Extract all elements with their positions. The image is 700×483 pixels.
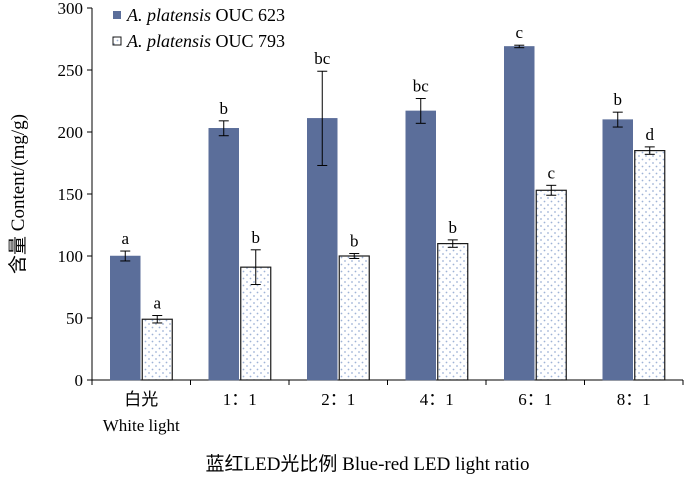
labels-layer: 0 50 100 150 200 250 300 白光 White light a a 1：1 b b 2：…	[7, 0, 655, 475]
y-tick-label: 0	[75, 371, 84, 390]
y-tick-label: 200	[58, 123, 84, 142]
bar-ouc793	[338, 255, 370, 381]
legend-label-strain: OUC 623	[211, 5, 285, 25]
x-category-label: 1：1	[223, 390, 257, 409]
bar-ouc623	[504, 46, 535, 381]
legend-label-species: A. platensis	[126, 31, 211, 51]
bar-ouc623	[208, 128, 239, 381]
y-tick-label: 300	[58, 0, 84, 18]
x-category-label: 4：1	[420, 390, 454, 409]
legend-label-species: A. platensis	[126, 5, 211, 25]
significance-label: a	[121, 229, 129, 248]
significance-label: c	[547, 163, 555, 182]
x-category-label: 8：1	[617, 390, 651, 409]
bar-ouc623	[602, 119, 633, 381]
y-tick-label: 250	[58, 61, 84, 80]
legend-label: A. platensis OUC 793	[126, 31, 285, 51]
significance-label: a	[153, 294, 161, 313]
x-category-label: 白光	[124, 390, 158, 409]
bars-layer	[110, 44, 666, 381]
y-tick-label: 100	[58, 247, 84, 266]
significance-label: b	[252, 228, 261, 247]
significance-label: d	[646, 125, 655, 144]
significance-label: bc	[314, 49, 331, 68]
x-category-label: 6：1	[518, 390, 552, 409]
bar-ouc793	[437, 243, 469, 381]
legend-label-strain: OUC 793	[211, 31, 285, 51]
bar-ouc623	[110, 255, 141, 381]
significance-label: b	[220, 99, 229, 118]
significance-label: b	[614, 90, 623, 109]
significance-label: bc	[413, 77, 430, 96]
y-tick-label: 50	[66, 309, 83, 328]
y-tick-label: 150	[58, 185, 84, 204]
significance-label: b	[449, 218, 458, 237]
x-axis-title: 蓝红LED光比例 Blue-red LED light ratio	[206, 453, 530, 475]
significance-label: b	[350, 232, 359, 251]
legend-swatch-ouc623	[113, 11, 121, 19]
bar-ouc793	[634, 150, 666, 381]
legend-swatch-ouc793	[112, 36, 122, 46]
legend-label: A. platensis OUC 623	[126, 5, 285, 25]
bar-ouc793	[141, 318, 173, 381]
x-category-sublabel: White light	[103, 416, 180, 435]
significance-label: c	[515, 23, 523, 42]
axes-layer	[87, 7, 684, 385]
bar-ouc623	[405, 110, 436, 381]
y-axis-title: 含量 Content/(mg/g)	[7, 114, 29, 274]
bar-ouc793	[535, 189, 567, 381]
x-category-label: 2：1	[321, 390, 355, 409]
